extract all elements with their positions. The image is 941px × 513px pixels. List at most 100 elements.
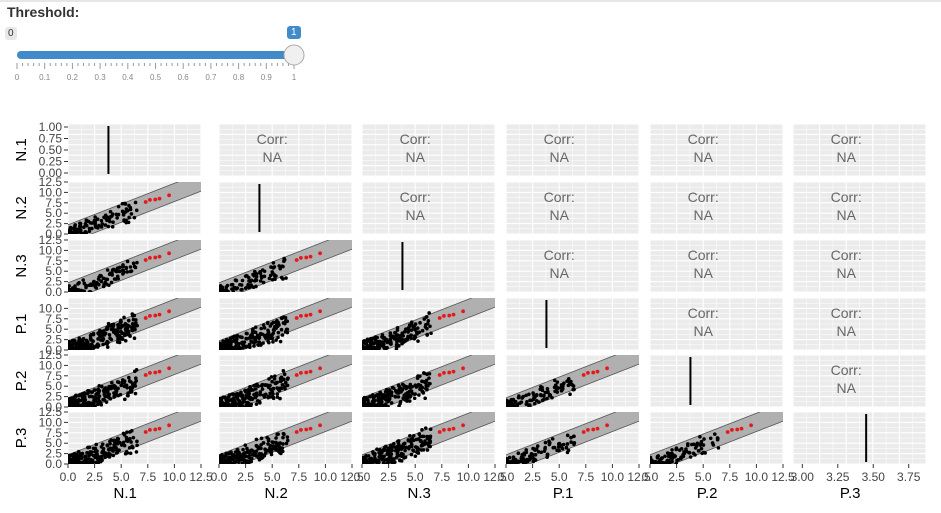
highlight-point bbox=[143, 200, 148, 204]
data-point bbox=[123, 201, 127, 206]
data-point bbox=[508, 460, 513, 464]
data-point bbox=[395, 343, 400, 348]
data-point bbox=[392, 337, 397, 341]
data-point bbox=[230, 335, 235, 340]
data-point bbox=[281, 368, 286, 373]
data-point bbox=[105, 443, 110, 448]
panel-plot-area bbox=[68, 182, 201, 234]
data-point bbox=[395, 340, 399, 344]
data-point bbox=[241, 345, 245, 350]
data-point bbox=[253, 330, 258, 335]
data-point bbox=[72, 395, 77, 399]
highlight-point bbox=[442, 427, 446, 432]
y-tick-label: 2.5 bbox=[45, 275, 62, 289]
data-point bbox=[219, 288, 223, 292]
data-point bbox=[572, 434, 576, 439]
panel-N.2-P.2: Corr: NA bbox=[649, 181, 784, 235]
slider-handle[interactable] bbox=[283, 44, 305, 66]
data-point bbox=[244, 345, 248, 349]
data-point bbox=[257, 340, 261, 344]
data-point bbox=[421, 391, 426, 395]
data-point bbox=[379, 399, 384, 404]
highlight-point bbox=[318, 366, 322, 371]
data-point bbox=[106, 392, 110, 397]
highlight-point bbox=[167, 193, 171, 198]
data-point bbox=[509, 397, 514, 402]
data-point bbox=[415, 450, 419, 454]
data-point bbox=[407, 444, 412, 449]
data-point bbox=[121, 440, 126, 445]
slider-tick-label: 0.6 bbox=[178, 73, 190, 82]
panel-P.2-P.2 bbox=[649, 354, 784, 408]
data-point bbox=[413, 392, 418, 396]
data-point bbox=[251, 396, 255, 401]
data-point bbox=[227, 394, 231, 399]
data-point bbox=[101, 336, 106, 341]
data-point bbox=[247, 342, 252, 347]
data-point bbox=[256, 343, 260, 347]
data-point bbox=[665, 462, 670, 464]
data-point bbox=[371, 401, 376, 406]
data-point bbox=[100, 384, 104, 389]
panel-N.2-P.1: Corr: NA bbox=[505, 181, 640, 235]
y-tick-label: 0.75 bbox=[39, 132, 63, 146]
data-point bbox=[80, 395, 85, 399]
slider-tick-label: 0.9 bbox=[261, 73, 273, 82]
slider-bar[interactable] bbox=[17, 51, 294, 59]
data-point bbox=[91, 460, 95, 464]
y-tick-label: 5.0 bbox=[45, 436, 62, 450]
data-point bbox=[247, 391, 252, 396]
panel-plot-area bbox=[362, 355, 495, 407]
data-point bbox=[362, 457, 366, 461]
data-point bbox=[238, 282, 242, 287]
threshold-slider[interactable]: 0 0.1 0.2 0.3 0.4 0.5 0.6 0.7 0.8 0.9 1 bbox=[15, 44, 305, 82]
highlight-point bbox=[586, 427, 590, 432]
x-tick-label: 7.5 bbox=[721, 470, 738, 484]
data-point bbox=[133, 265, 138, 270]
data-point bbox=[95, 217, 100, 221]
data-point bbox=[533, 452, 538, 457]
data-point bbox=[92, 218, 97, 223]
data-point bbox=[405, 390, 410, 395]
data-point bbox=[128, 451, 133, 456]
data-point bbox=[244, 336, 248, 341]
data-point bbox=[396, 383, 401, 388]
data-point bbox=[96, 388, 101, 393]
data-point bbox=[111, 324, 116, 328]
data-point bbox=[108, 209, 113, 214]
x-tick-label: 5.0 bbox=[695, 470, 712, 484]
data-point bbox=[231, 392, 236, 397]
panel-N.2-N.1 bbox=[67, 181, 202, 235]
data-point bbox=[82, 289, 87, 292]
data-point bbox=[402, 441, 407, 446]
panel-N.1-P.3: Corr: NA bbox=[792, 123, 927, 177]
data-point bbox=[263, 392, 268, 397]
data-point bbox=[246, 282, 250, 287]
highlight-point bbox=[739, 426, 744, 431]
data-point bbox=[93, 404, 97, 407]
data-point bbox=[416, 339, 420, 343]
data-point bbox=[528, 404, 532, 407]
highlight-point bbox=[308, 312, 313, 317]
data-point bbox=[243, 443, 248, 447]
data-point bbox=[366, 346, 371, 350]
data-point bbox=[377, 450, 381, 455]
data-point bbox=[117, 269, 122, 274]
data-point bbox=[84, 404, 88, 407]
panel-N.3-N.3 bbox=[361, 239, 496, 293]
data-point bbox=[106, 224, 111, 229]
y-tick-label: 7.5 bbox=[45, 196, 62, 210]
data-point bbox=[78, 224, 83, 229]
data-point bbox=[260, 387, 265, 391]
x-tick-label: 2.5 bbox=[86, 470, 103, 484]
data-point bbox=[104, 327, 109, 332]
panel-plot-area bbox=[68, 412, 201, 464]
highlight-point bbox=[143, 316, 148, 320]
data-point bbox=[364, 341, 369, 346]
data-point bbox=[363, 461, 368, 464]
x-axis-label: N.1 bbox=[114, 485, 137, 502]
y-tick-label: 10.0 bbox=[39, 358, 63, 372]
highlight-point bbox=[442, 370, 446, 375]
data-point bbox=[107, 219, 112, 224]
data-point bbox=[111, 453, 116, 458]
